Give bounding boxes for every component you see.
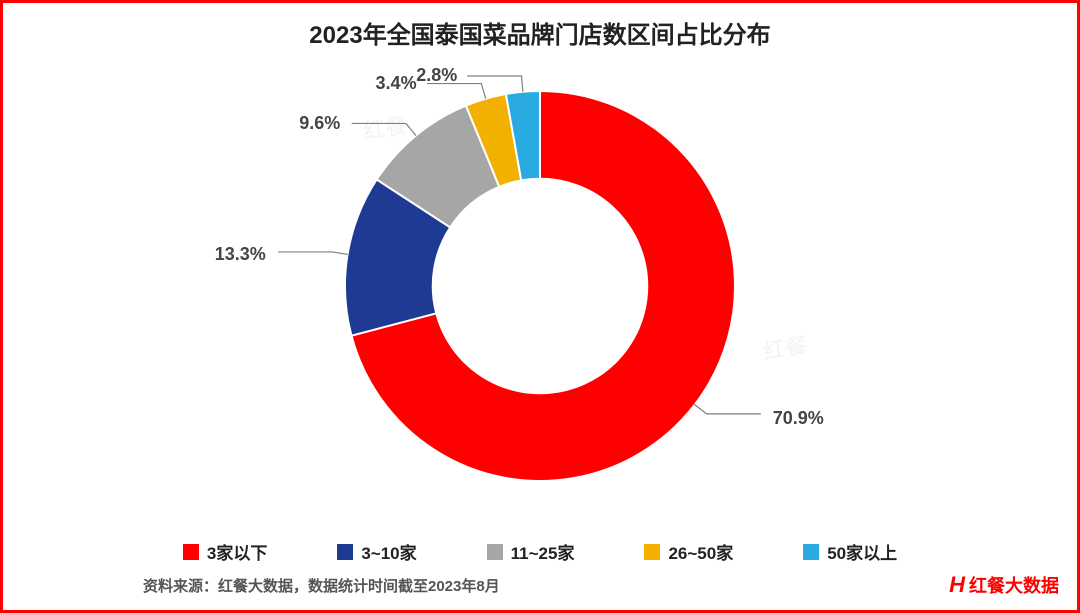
legend-item: 3家以下: [183, 539, 267, 564]
slice-label: 70.9%: [773, 408, 824, 429]
slice-label: 9.6%: [299, 113, 340, 134]
slice-label: 13.3%: [215, 244, 266, 265]
legend-swatch: [487, 544, 503, 560]
legend-swatch: [337, 544, 353, 560]
brand-text: 红餐大数据: [969, 572, 1059, 598]
chart-area: 红餐 红餐 70.9%13.3%9.6%3.4%2.8%: [3, 51, 1077, 520]
legend-swatch: [803, 544, 819, 560]
leader-line: [278, 252, 348, 255]
slice-label: 2.8%: [416, 65, 457, 86]
brand-icon: H: [949, 572, 963, 598]
donut-chart: [345, 91, 735, 481]
legend-item: 11~25家: [487, 539, 575, 564]
legend-item: 3~10家: [337, 539, 416, 564]
brand-logo: H 红餐大数据: [949, 572, 1059, 598]
legend-label: 26~50家: [668, 539, 733, 564]
legend-swatch: [183, 544, 199, 560]
source-text: 资料来源：红餐大数据，数据统计时间截至2023年8月: [143, 575, 500, 596]
slice-label: 3.4%: [376, 73, 417, 94]
legend-item: 26~50家: [644, 539, 733, 564]
chart-title: 2023年全国泰国菜品牌门店数区间占比分布: [3, 3, 1077, 50]
donut-holder: [345, 91, 735, 481]
leader-line: [467, 76, 523, 92]
watermark: 红餐: [761, 328, 809, 366]
legend-label: 11~25家: [511, 539, 575, 564]
chart-frame: 2023年全国泰国菜品牌门店数区间占比分布 红餐 红餐 70.9%13.3%9.…: [0, 0, 1080, 613]
legend: 3家以下 3~10家 11~25家 26~50家 50家以上: [3, 539, 1077, 564]
legend-label: 3~10家: [361, 539, 416, 564]
legend-label: 3家以下: [207, 539, 267, 564]
legend-swatch: [644, 544, 660, 560]
legend-item: 50家以上: [803, 539, 897, 564]
legend-label: 50家以上: [827, 539, 897, 564]
